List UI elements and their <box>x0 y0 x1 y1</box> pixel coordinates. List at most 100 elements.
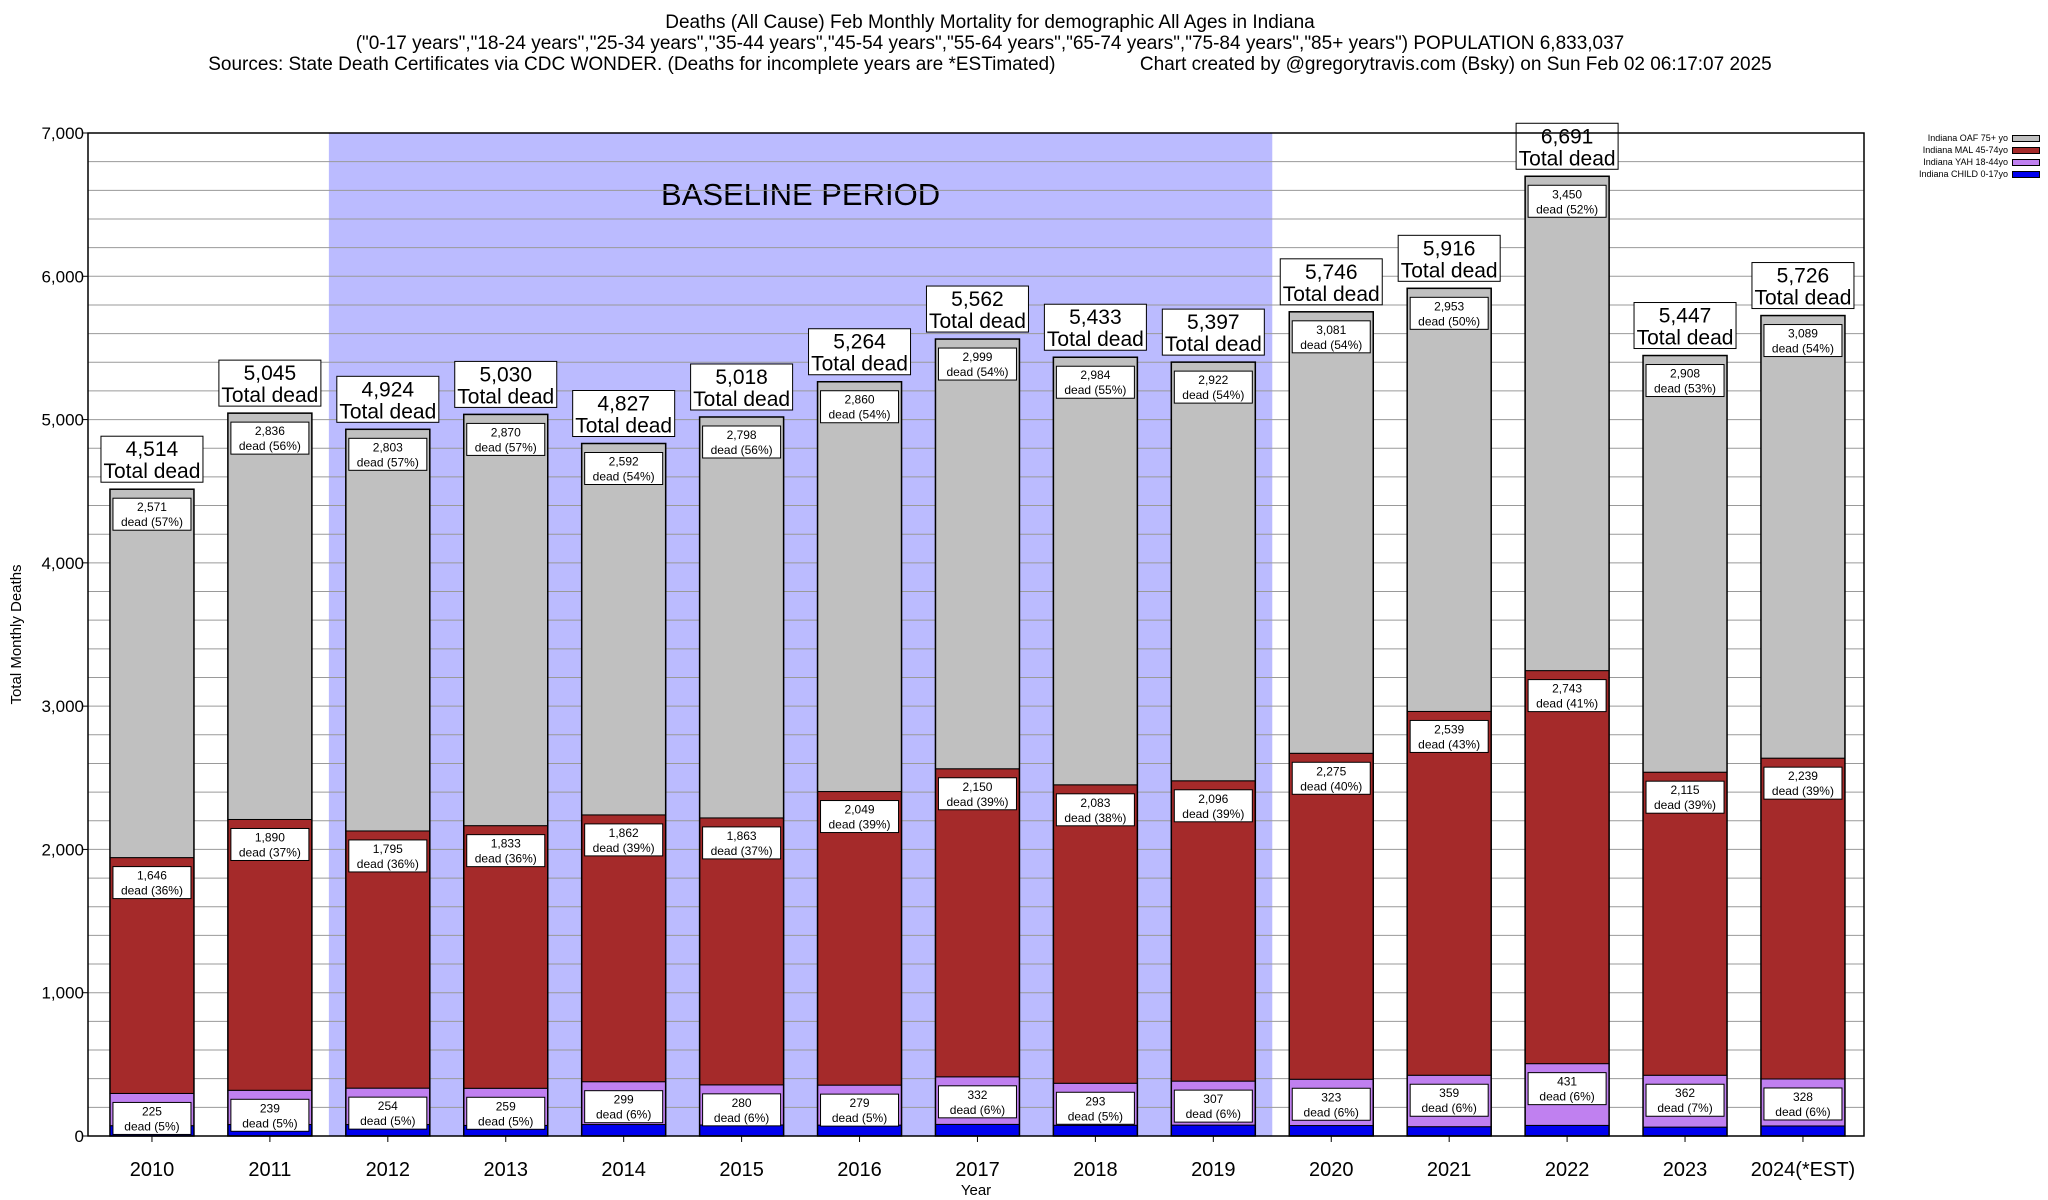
segment-value: 2,908 <box>1670 367 1700 381</box>
y-axis-label: Total Monthly Deaths <box>8 564 25 704</box>
segment-label-box <box>230 421 310 455</box>
legend-label: Indiana YAH 18-44yo <box>1923 157 2008 167</box>
x-tick-label: 2017 <box>955 1159 1000 1181</box>
total-suffix: Total dead <box>221 384 318 407</box>
chart-title-block: Deaths (All Cause) Feb Monthly Mortality… <box>0 12 1980 75</box>
bar-segment-oaf <box>1288 311 1374 754</box>
segment-pct: dead (56%) <box>711 443 773 457</box>
segment-label-box <box>112 497 192 531</box>
chart-subtitle-sources: Sources: State Death Certificates via CD… <box>208 54 1772 75</box>
bar-segment-oaf <box>699 416 785 819</box>
total-suffix: Total dead <box>1047 328 1144 351</box>
segment-pct: dead (54%) <box>946 365 1008 379</box>
segment-value: 1,890 <box>255 830 285 844</box>
segment-value: 2,860 <box>845 393 875 407</box>
chart-title: Deaths (All Cause) Feb Monthly Mortality… <box>665 12 1315 33</box>
segment-label-box <box>584 452 664 486</box>
total-label-box <box>1279 258 1383 306</box>
segment-pct: dead (37%) <box>239 845 301 859</box>
bar-segment-oaf <box>227 412 313 820</box>
segment-pct: dead (39%) <box>1772 784 1834 798</box>
segment-pct: dead (36%) <box>357 857 419 871</box>
x-tick-label: 2021 <box>1427 1159 1472 1181</box>
y-tick-label: 6,000 <box>41 267 84 286</box>
total-label-box <box>336 375 440 423</box>
segment-label-box <box>348 1096 428 1130</box>
segment-value: 3,089 <box>1788 327 1818 341</box>
segment-label-box <box>937 777 1017 811</box>
bar-segment-oaf <box>581 443 667 816</box>
segment-label-box <box>1527 184 1607 218</box>
segment-value: 2,798 <box>727 428 757 442</box>
segment-pct: dead (39%) <box>1654 798 1716 812</box>
segment-pct: dead (6%) <box>950 1103 1005 1117</box>
legend-entry: Indiana MAL 45-74yo <box>1880 144 2040 156</box>
segment-label-box <box>1291 320 1371 354</box>
bar-segment-mal <box>1642 771 1728 1076</box>
total-label-box <box>454 360 558 408</box>
total-value: 5,916 <box>1423 237 1476 260</box>
segment-value: 1,863 <box>727 829 757 843</box>
segment-label-box <box>1763 1087 1843 1121</box>
segment-pct: dead (57%) <box>121 515 183 529</box>
segment-pct: dead (54%) <box>593 470 655 484</box>
segment-pct: dead (5%) <box>478 1114 533 1128</box>
segment-pct: dead (40%) <box>1300 779 1362 793</box>
total-suffix: Total dead <box>1754 287 1851 310</box>
segment-value: 2,743 <box>1552 682 1582 696</box>
total-value: 5,726 <box>1777 265 1830 288</box>
total-value: 5,447 <box>1659 305 1712 328</box>
legend-entry: Indiana CHILD 0-17yo <box>1880 168 2040 180</box>
bar-segment-mal <box>1760 757 1846 1080</box>
segment-label-box <box>112 1101 192 1135</box>
bar-segment-oaf <box>1760 315 1846 759</box>
segment-value: 280 <box>732 1096 752 1110</box>
x-tick-label: 2020 <box>1309 1159 1354 1181</box>
total-label-box <box>218 359 322 407</box>
x-tick-label: 2016 <box>837 1159 882 1181</box>
bar-segment-oaf <box>1170 361 1256 782</box>
segment-pct: dead (36%) <box>475 852 537 866</box>
x-axis-label: Year <box>961 1182 991 1199</box>
segment-pct: dead (5%) <box>124 1119 179 1133</box>
segment-label-box <box>702 1093 782 1127</box>
segment-pct: dead (36%) <box>121 884 183 898</box>
x-tick-label: 2019 <box>1191 1159 1236 1181</box>
segment-pct: dead (54%) <box>1300 338 1362 352</box>
segment-label-box <box>1645 1083 1725 1117</box>
total-label-box <box>1515 122 1619 170</box>
bar-segment-mal <box>227 818 313 1091</box>
segment-value: 1,833 <box>491 837 521 851</box>
segment-label-box <box>1173 370 1253 404</box>
total-label-box <box>1397 234 1501 282</box>
segment-value: 2,049 <box>845 803 875 817</box>
bar-segment-child <box>1760 1125 1846 1137</box>
bar-segment-child <box>1642 1126 1728 1137</box>
segment-value: 299 <box>614 1093 634 1107</box>
segment-value: 2,539 <box>1434 722 1464 736</box>
total-label-box <box>690 363 794 411</box>
bar-segment-child <box>581 1124 667 1137</box>
legend-label: Indiana CHILD 0-17yo <box>1918 169 2008 179</box>
bar-segment-oaf <box>817 381 903 793</box>
segment-value: 332 <box>967 1088 987 1102</box>
